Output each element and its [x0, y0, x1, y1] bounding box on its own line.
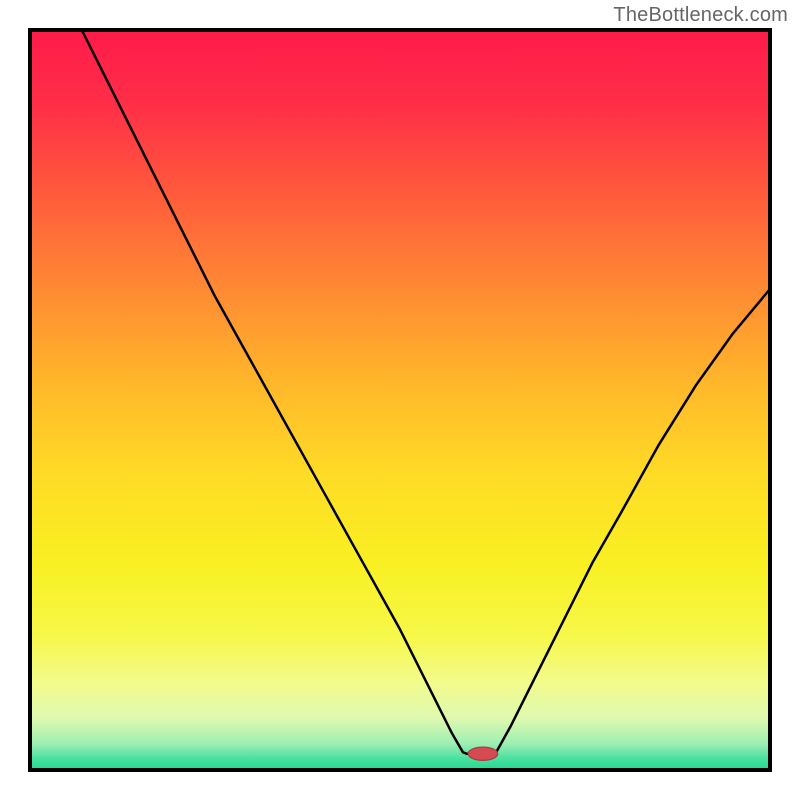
sweet-spot-marker [468, 747, 498, 760]
bottleneck-curve-chart [0, 0, 800, 800]
chart-canvas: TheBottleneck.com [0, 0, 800, 800]
plot-background [30, 30, 770, 770]
